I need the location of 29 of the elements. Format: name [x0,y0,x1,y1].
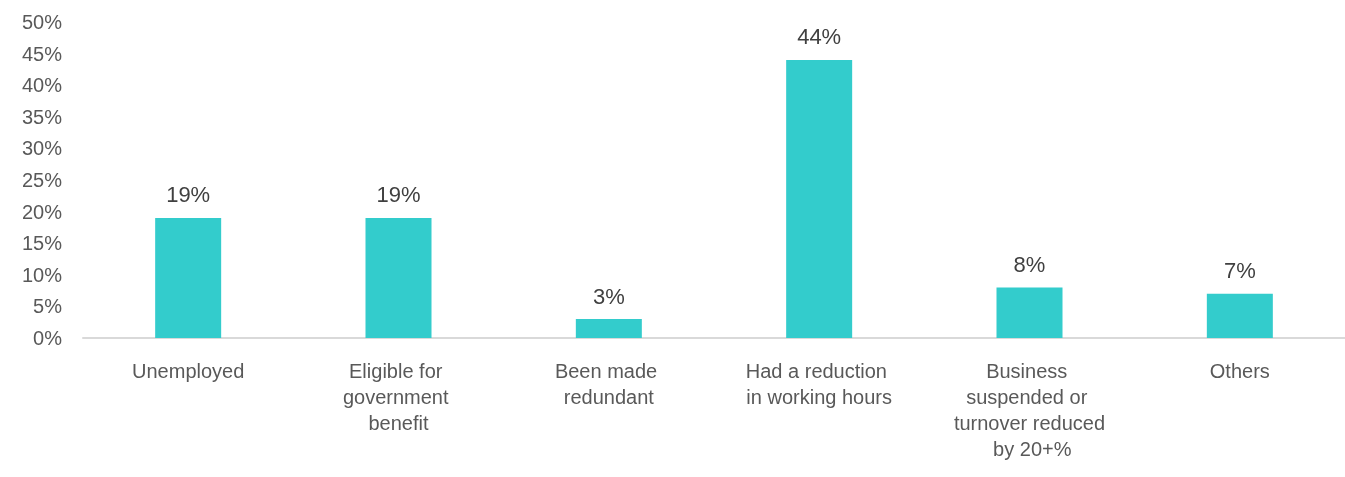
x-tick-label: Others [1209,360,1270,382]
data-label: 3% [592,283,625,309]
bar [575,319,642,338]
bar [365,217,432,338]
data-label: 44% [797,24,842,50]
data-label: 19% [376,182,421,208]
data-label: 19% [166,182,211,208]
x-tick-label: Had a reduction in working hours [745,360,893,408]
y-tick-label: 5% [33,295,63,318]
y-tick-label: 50% [21,11,63,33]
x-tick-label: Business suspended or turnover reduced by 20+% [953,360,1106,460]
y-tick-label: 30% [21,137,63,160]
data-label: 7% [1223,258,1256,284]
x-tick-label: Eligible for government benefit [342,360,455,434]
y-tick-label: 15% [21,232,63,255]
bar [996,287,1063,338]
y-tick-label: 40% [21,74,63,97]
y-tick-label: 25% [21,169,63,191]
y-tick-label: 35% [21,105,63,128]
y-tick-label: 20% [21,200,63,223]
data-label: 8% [1013,251,1046,277]
y-tick-label: 10% [21,263,63,286]
y-tick-label: 0% [33,327,63,349]
bar [155,217,222,338]
x-tick-label: Been made redundant [554,360,663,408]
x-tick-label: Unemployed [132,360,245,382]
bar [786,59,853,338]
bar [1206,293,1273,338]
y-tick-label: 45% [21,42,63,65]
